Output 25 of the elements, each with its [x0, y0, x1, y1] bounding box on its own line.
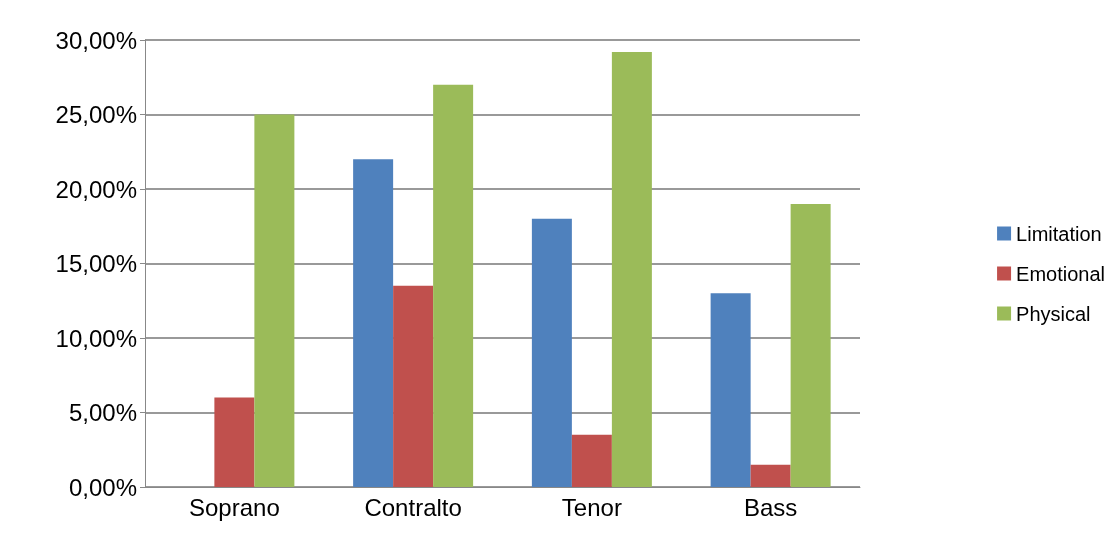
bar	[353, 159, 394, 487]
legend-label: Physical	[1016, 302, 1091, 325]
y-tick-label: 15,00%	[55, 250, 137, 277]
x-tick-label: Tenor	[561, 493, 622, 521]
bar	[710, 293, 751, 487]
y-tick-label: 5,00%	[68, 399, 137, 426]
bar	[214, 397, 255, 487]
y-tick-label: 10,00%	[55, 324, 137, 352]
bar	[571, 434, 612, 487]
x-tick-label: Bass	[743, 493, 798, 521]
bar	[790, 203, 831, 487]
y-tick-label: 20,00%	[55, 175, 137, 203]
bar	[611, 51, 652, 487]
bar	[393, 285, 434, 487]
bar	[254, 114, 295, 487]
y-tick-label: 30,00%	[55, 26, 137, 54]
bar	[433, 84, 474, 487]
y-tick-label: 0,00%	[68, 473, 137, 501]
x-tick-label: Contralto	[364, 493, 462, 521]
bar	[750, 464, 791, 487]
bar	[531, 218, 572, 487]
legend-label: Emotional	[1016, 262, 1105, 285]
y-tick-label: 25,00%	[55, 101, 137, 128]
x-tick-label: Soprano	[189, 493, 280, 521]
legend-label: Limitation	[1016, 222, 1102, 245]
